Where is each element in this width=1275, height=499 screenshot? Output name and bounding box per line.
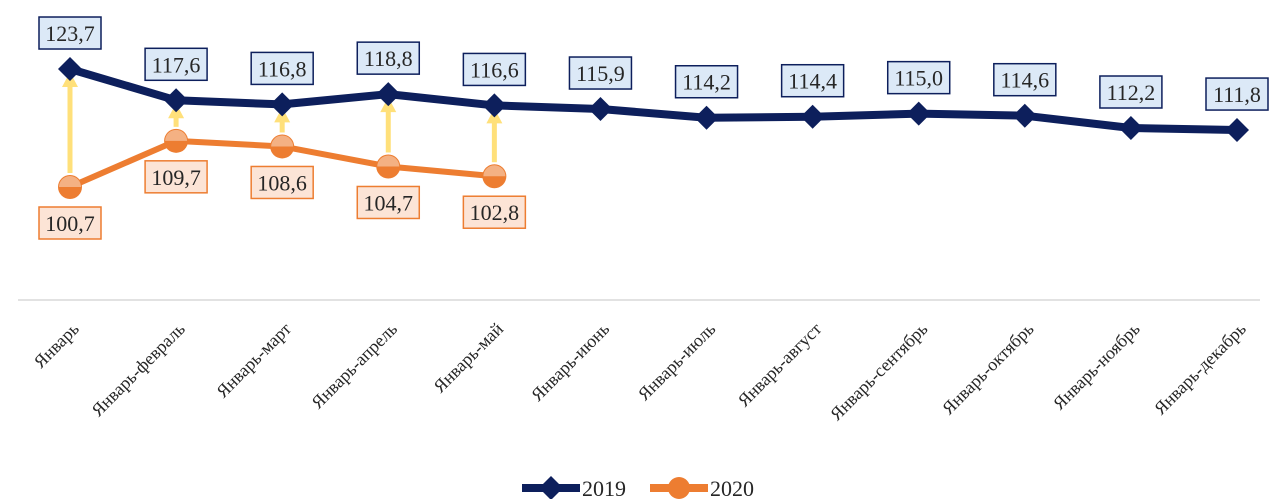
legend-marker-2020 [668, 477, 690, 499]
data-label-2019: 114,2 [674, 64, 739, 99]
point-2019 [58, 57, 82, 82]
point-2019 [1012, 103, 1037, 128]
point-2019 [800, 104, 825, 129]
svg-text:114,2: 114,2 [682, 70, 731, 95]
data-label-2019: 115,9 [568, 56, 633, 90]
point-2019 [482, 93, 507, 118]
point-2019 [906, 101, 931, 126]
data-label-2019: 117,6 [144, 47, 208, 82]
svg-text:116,6: 116,6 [470, 57, 519, 82]
svg-text:111,8: 111,8 [1213, 82, 1261, 107]
category-label: Январь-июнь [527, 319, 613, 405]
data-label-2019: 118,8 [356, 41, 421, 75]
data-label-2020: 104,7 [356, 185, 421, 220]
change-arrow [62, 72, 78, 173]
svg-text:109,7: 109,7 [151, 165, 201, 190]
point-2020 [482, 164, 507, 189]
category-label: Январь-май [429, 318, 507, 396]
point-2019 [1118, 116, 1143, 141]
svg-text:115,9: 115,9 [576, 61, 625, 86]
category-label: Январь-сентябрь [826, 319, 932, 425]
data-label-2019: 114,4 [780, 63, 845, 98]
point-2020 [164, 128, 189, 153]
point-2020 [376, 154, 401, 179]
legend-label-2020: 2020 [710, 476, 754, 499]
data-label-2019: 112,2 [1099, 75, 1163, 109]
point-2019 [694, 105, 719, 130]
svg-text:114,4: 114,4 [788, 69, 837, 94]
svg-text:114,6: 114,6 [1000, 68, 1049, 93]
data-label-2020: 108,6 [250, 165, 314, 200]
legend-label-2019: 2019 [582, 476, 626, 499]
data-label-2019: 111,8 [1205, 77, 1269, 111]
category-label: Январь-август [734, 319, 826, 411]
data-label-2019: 116,6 [462, 52, 527, 87]
point-2019 [376, 82, 401, 107]
svg-text:117,6: 117,6 [152, 52, 201, 77]
data-label-2019: 116,8 [250, 51, 314, 86]
data-label-2019: 123,7 [38, 16, 102, 50]
legend-item-2019: 2019 [522, 476, 626, 499]
series-markers [58, 57, 1249, 199]
series-lines [66, 65, 1241, 190]
category-label: Январь-ноябрь [1049, 319, 1144, 414]
svg-text:116,8: 116,8 [258, 56, 307, 81]
svg-text:115,0: 115,0 [894, 66, 943, 91]
category-label: Январь-март [212, 319, 295, 402]
legend: 2019 2020 [522, 476, 754, 499]
data-label-2020: 102,8 [462, 195, 527, 229]
category-label: Январь-апрель [307, 319, 401, 413]
point-2020 [58, 175, 82, 199]
svg-text:118,8: 118,8 [364, 46, 413, 71]
data-label-2020: 100,7 [38, 206, 102, 240]
category-label: Январь-февраль [87, 319, 189, 421]
category-labels: Январь Январь-февраль Январь-март Январь-ап… [30, 318, 1250, 424]
category-label: Январь-октябрь [938, 319, 1038, 419]
category-label: Январь-декабрь [1150, 319, 1250, 419]
svg-text:102,8: 102,8 [470, 200, 520, 225]
point-2019 [588, 97, 613, 122]
data-label-2020: 109,7 [144, 160, 208, 194]
svg-text:104,7: 104,7 [364, 190, 414, 215]
data-label-2019: 115,0 [886, 60, 951, 95]
category-label: Январь [30, 319, 83, 372]
category-label: Январь-июль [634, 319, 720, 405]
point-2020 [270, 134, 295, 159]
legend-marker-2019 [539, 476, 563, 499]
series-line-2019 [66, 65, 1241, 135]
svg-text:108,6: 108,6 [257, 170, 307, 195]
legend-item-2020: 2020 [650, 476, 754, 499]
svg-text:100,7: 100,7 [45, 211, 95, 236]
point-2019 [1225, 118, 1249, 143]
data-labels: 123,7 117,6 116,8 118,8 116,6 115,9 114,2 114,4… [38, 16, 1269, 240]
point-2019 [164, 88, 189, 113]
point-2019 [270, 92, 295, 117]
data-label-2019: 114,6 [993, 62, 1057, 97]
svg-text:123,7: 123,7 [45, 21, 95, 46]
svg-text:112,2: 112,2 [1107, 80, 1156, 105]
